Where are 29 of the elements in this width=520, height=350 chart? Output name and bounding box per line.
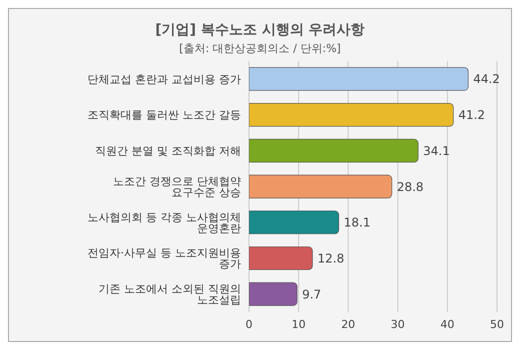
bar <box>249 67 469 91</box>
x-tick-label: 50 <box>490 318 504 331</box>
y-tick-label: 노조간 경쟁으로 단체협약 요구수준 상승 <box>113 174 241 199</box>
data-label: 9.7 <box>302 287 322 302</box>
bar <box>249 210 340 234</box>
x-tick-label: 20 <box>341 318 356 331</box>
data-label: 12.8 <box>317 252 344 266</box>
bar <box>249 282 298 306</box>
bar <box>249 174 392 198</box>
y-tick-label: 직원간 분열 및 조직화합 저해 <box>95 144 241 158</box>
bar <box>249 138 418 162</box>
bar <box>249 103 454 127</box>
data-label: 34.1 <box>423 144 450 158</box>
y-tick-label: 노사협의회 등 각종 노사협의체 운영혼란 <box>88 210 241 235</box>
chart-title: [기업] 복수노조 시행의 우려사항 <box>154 21 366 39</box>
data-label: 28.8 <box>396 180 424 194</box>
x-tick-label: 10 <box>292 318 306 331</box>
x-tick-label: 40 <box>440 318 454 331</box>
y-tick-label: 전임자·사무실 등 노조지원비용 증가 <box>88 246 241 271</box>
bar <box>249 246 313 270</box>
y-tick-label: 기존 노조에서 소외된 직원의 노조설립 <box>98 282 241 306</box>
chart-subtitle: [출처: 대한상공회의소 / 단위:%] <box>178 41 342 56</box>
data-label: 18.1 <box>344 216 370 230</box>
data-label: 41.2 <box>458 108 486 122</box>
x-tick-label: 30 <box>390 318 405 331</box>
y-tick-label: 단체교섭 혼란과 교섭비용 증가 <box>88 72 241 86</box>
x-tick-label: 0 <box>246 318 252 331</box>
y-tick-label: 조직확대를 둘러싼 노조간 갈등 <box>88 108 241 122</box>
data-label: 44.2 <box>473 72 500 86</box>
